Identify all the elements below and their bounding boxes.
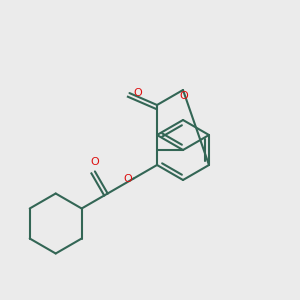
Text: O: O xyxy=(180,91,188,101)
Text: O: O xyxy=(91,158,99,167)
Text: O: O xyxy=(134,88,142,98)
Text: O: O xyxy=(123,173,132,184)
